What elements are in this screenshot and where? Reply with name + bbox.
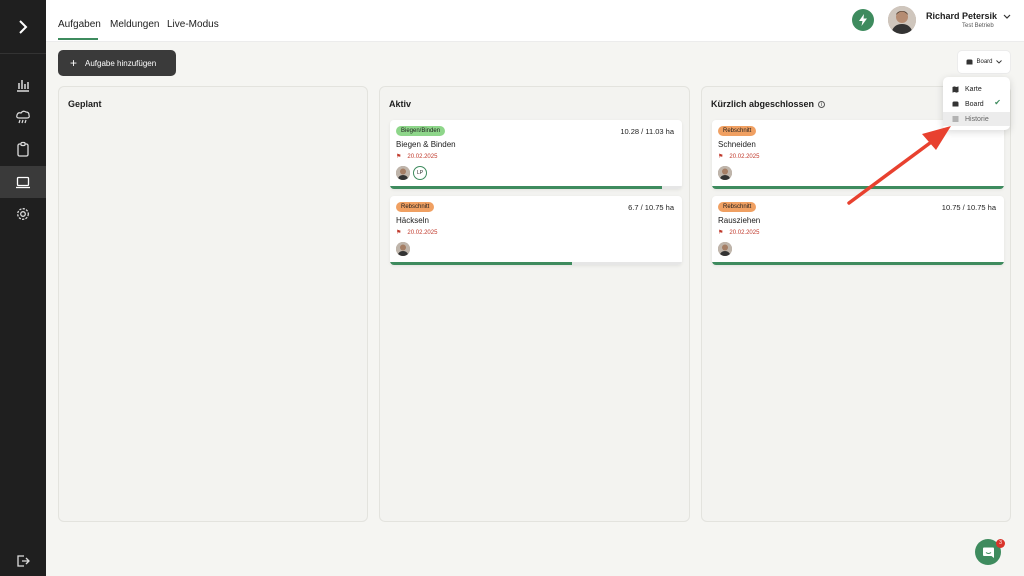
bar-chart-icon [17,80,29,92]
progress-bar [712,262,1004,265]
add-task-label: Aufgabe hinzufügen [85,58,157,68]
due-date-text: 20.02.2025 [407,154,438,160]
sidebar [0,0,46,576]
clipboard-icon [17,141,29,157]
task-area: 10.28 / 11.03 ha [620,127,674,136]
plus-icon: + [70,56,78,70]
sidebar-item-board[interactable] [0,166,46,198]
progress-fill [390,262,572,265]
sidebar-toggle-button[interactable] [0,0,46,54]
sidebar-item-statistics[interactable] [0,69,46,101]
progress-fill [712,186,1004,189]
column-abgeschlossen: Kürzlich abgeschlossen i Rebschnitt Schne… [701,86,1011,522]
info-icon[interactable]: i [818,101,826,108]
add-task-button[interactable]: + Aufgabe hinzufügen [58,50,176,76]
assignee-avatar[interactable] [396,242,410,256]
task-title: Biegen & Binden [396,140,456,149]
sidebar-item-weather[interactable] [0,101,46,133]
progress-bar [390,262,682,265]
task-title: Häckseln [396,216,429,225]
check-icon: ✔ [994,98,1001,107]
chevron-down-icon [995,60,1002,64]
user-avatar[interactable] [888,6,916,34]
view-menu-item-historie[interactable]: Historie [943,112,1010,126]
column-title: Kürzlich abgeschlossen i [711,99,826,109]
person-photo-icon [396,242,410,256]
progress-fill [390,186,663,189]
list-icon [952,116,959,122]
progress-bar [390,186,682,189]
task-card[interactable]: Biegen/Binden 10.28 / 11.03 ha Biegen & … [390,120,682,189]
assignee-avatar[interactable] [396,166,410,180]
assignee-initials[interactable]: LP [413,166,427,180]
gear-icon [17,208,29,220]
assignee-avatar[interactable] [718,166,732,180]
task-card[interactable]: Rebschnitt 6.7 / 10.75 ha Häckseln ⚑ 20.0… [390,196,682,265]
task-tag: Rebschnitt [718,202,757,212]
chevron-down-icon[interactable] [1003,14,1011,20]
lightning-icon [859,14,867,26]
person-photo-icon [718,242,732,256]
column-title: Aktiv [389,99,412,109]
chat-unread-badge: 3 [996,539,1005,548]
view-menu-label: Karte [965,85,982,93]
person-photo-icon [396,166,410,180]
board-icon [952,101,959,107]
task-due-date: ⚑ 20.02.2025 [718,229,759,236]
view-menu-label: Historie [965,115,989,123]
column-title-text: Kürzlich abgeschlossen [711,99,815,109]
flag-icon: ⚑ [718,230,724,236]
flag-icon: ⚑ [396,230,402,236]
chat-icon [982,547,994,558]
task-area: 10.75 / 10.75 ha [941,203,996,212]
chevron-right-icon [19,19,28,34]
task-tag: Rebschnitt [718,126,757,136]
task-tag: Biegen/Binden [396,126,446,136]
assignee-avatar[interactable] [718,242,732,256]
progress-fill [712,262,1004,265]
sidebar-item-tasks[interactable] [0,133,46,165]
view-menu-label: Board [965,100,984,108]
person-photo-icon [888,6,916,34]
task-tag: Rebschnitt [396,202,435,212]
logout-icon [17,555,30,567]
task-due-date: ⚑ 20.02.2025 [396,153,437,160]
board-icon [966,59,973,65]
column-aktiv: Aktiv Biegen/Binden 10.28 / 11.03 ha Bie… [379,86,690,522]
sidebar-item-settings[interactable] [0,198,46,230]
column-title: Geplant [68,99,102,109]
task-due-date: ⚑ 20.02.2025 [396,229,437,236]
active-tab-indicator [58,38,98,40]
live-mode-button[interactable] [852,9,874,31]
person-photo-icon [718,166,732,180]
due-date-text: 20.02.2025 [407,230,438,236]
tab-meldungen[interactable]: Meldungen [110,19,160,30]
task-card[interactable]: Rebschnitt Schneiden ⚑ 20.02.2025 [712,120,1004,189]
task-due-date: ⚑ 20.02.2025 [718,153,759,160]
view-menu: Karte Board ✔ Historie [943,77,1010,130]
user-company: Test Betrieb [962,23,994,29]
cloud-rain-icon [16,110,30,124]
due-date-text: 20.02.2025 [729,230,760,236]
view-selector-button[interactable]: Board [958,51,1010,73]
map-icon [952,85,959,93]
progress-bar [712,186,1004,189]
tab-aufgaben[interactable]: Aufgaben [58,19,101,30]
logout-button[interactable] [0,545,46,576]
flag-icon: ⚑ [718,154,724,160]
task-title: Rausziehen [718,216,761,225]
due-date-text: 20.02.2025 [729,154,760,160]
tab-live-modus[interactable]: Live-Modus [167,19,219,30]
view-menu-item-karte[interactable]: Karte [943,82,1010,96]
task-card[interactable]: Rebschnitt 10.75 / 10.75 ha Rausziehen ⚑… [712,196,1004,265]
task-title: Schneiden [718,140,756,149]
view-selector-label: Board [976,59,993,65]
top-bar: Aufgaben Meldungen Live-Modus Richard Pe… [46,0,1024,42]
user-name[interactable]: Richard Petersik [926,11,998,21]
view-menu-item-board[interactable]: Board ✔ [943,97,1010,111]
column-geplant: Geplant [58,86,368,522]
laptop-icon [16,176,30,189]
task-area: 6.7 / 10.75 ha [628,203,674,212]
flag-icon: ⚑ [396,154,402,160]
